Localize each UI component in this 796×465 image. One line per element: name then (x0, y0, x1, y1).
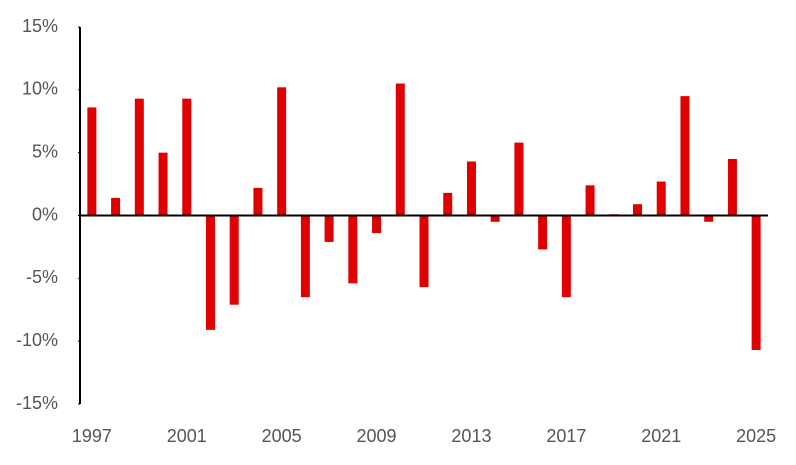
bar (561, 215, 571, 298)
bar (87, 107, 97, 216)
bar (111, 197, 121, 216)
bar (443, 192, 453, 216)
bar (134, 98, 144, 216)
bar (395, 83, 405, 216)
bar (680, 96, 690, 216)
bar (514, 142, 524, 216)
y-tick-label: -5% (26, 267, 58, 287)
x-tick-label: 2005 (262, 426, 302, 446)
bar (656, 181, 666, 216)
bar (348, 215, 358, 284)
bar (182, 98, 192, 216)
bar (205, 215, 215, 330)
x-tick-label: 2009 (357, 426, 397, 446)
bar (585, 185, 595, 216)
y-tick-label: -15% (16, 393, 58, 413)
y-tick-label: 15% (22, 16, 58, 36)
bar (253, 187, 263, 216)
y-tick-label: 0% (32, 204, 58, 224)
bar (277, 87, 287, 216)
bar (158, 152, 168, 216)
x-tick-label: 1997 (72, 426, 112, 446)
bar (538, 215, 548, 250)
x-tick-label: 2013 (451, 426, 491, 446)
bar (419, 215, 429, 288)
x-tick-label: 2017 (546, 426, 586, 446)
bar (633, 204, 643, 216)
y-tick-label: 5% (32, 141, 58, 161)
y-tick-label: 10% (22, 79, 58, 99)
bar (751, 215, 761, 350)
bar (229, 215, 239, 305)
x-tick-label: 2021 (641, 426, 681, 446)
bar (490, 215, 500, 222)
bar (727, 158, 737, 216)
x-tick-label: 2001 (167, 426, 207, 446)
bar (704, 215, 714, 222)
x-tick-label: 2025 (736, 426, 776, 446)
y-tick-label: -10% (16, 330, 58, 350)
bar (300, 215, 310, 298)
bar (372, 215, 382, 234)
bar (324, 215, 334, 242)
bar (466, 161, 476, 216)
